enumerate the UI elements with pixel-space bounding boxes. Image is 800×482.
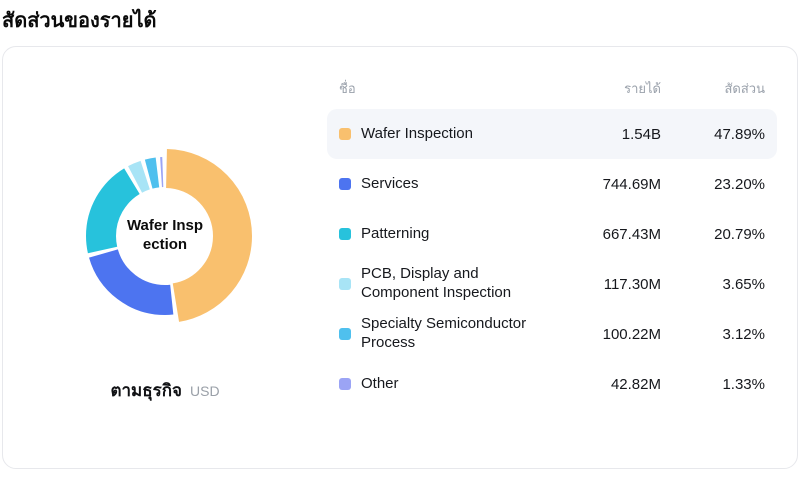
series-revenue: 100.22M [602, 325, 661, 343]
revenue-breakdown-card: Wafer Insp ection ตามธุรกิจ USD ชื่อ รายไ… [2, 46, 798, 469]
table-row[interactable]: Wafer Inspection 1.54B 47.89% [327, 109, 777, 159]
table-row[interactable]: Patterning 667.43M 20.79% [327, 209, 777, 259]
series-revenue: 42.82M [610, 375, 661, 393]
table-row[interactable]: Services 744.69M 23.20% [327, 159, 777, 209]
series-share: 3.65% [722, 275, 765, 293]
table-header-share: สัดส่วน [724, 80, 766, 96]
series-name: Wafer Inspection [361, 124, 473, 142]
series-share: 1.33% [722, 375, 765, 393]
table-row[interactable]: PCB, Display and Component Inspection 11… [327, 259, 777, 309]
series-color-swatch [339, 378, 351, 390]
table-row[interactable]: Specialty Semiconductor Process 100.22M … [327, 309, 777, 359]
series-color-swatch [339, 178, 351, 190]
series-revenue: 667.43M [602, 225, 661, 243]
page-title: สัดส่วนของรายได้ [2, 10, 157, 32]
series-name: Specialty Semiconductor Process [361, 315, 527, 351]
series-name: Services [361, 174, 419, 192]
donut-chart-column: Wafer Insp ection ตามธุรกิจ USD [3, 47, 327, 468]
table-header-name: ชื่อ [339, 80, 356, 96]
series-color-swatch [339, 278, 351, 290]
series-name: Patterning [361, 224, 430, 242]
table-row[interactable]: Other 42.82M 1.33% [327, 359, 777, 409]
series-revenue: 117.30M [603, 275, 661, 293]
series-color-swatch [339, 328, 351, 340]
chart-caption-unit: USD [190, 383, 220, 399]
donut-svg[interactable] [70, 141, 260, 331]
donut-segment-1[interactable] [86, 157, 244, 315]
series-revenue: 744.69M [602, 175, 661, 193]
series-share: 3.12% [722, 325, 765, 343]
series-name: Other [361, 374, 399, 392]
chart-caption-text: ตามธุรกิจ [110, 381, 182, 400]
series-share: 47.89% [714, 125, 765, 143]
chart-caption: ตามธุรกิจ USD [110, 377, 219, 404]
series-name: PCB, Display and Component Inspection [361, 265, 512, 301]
series-color-swatch [339, 228, 351, 240]
donut-segment-2[interactable] [86, 157, 244, 315]
donut-chart[interactable]: Wafer Insp ection [70, 141, 260, 331]
series-revenue: 1.54B [621, 125, 661, 143]
series-table: ชื่อ รายได้ สัดส่วน Wafer Inspection 1.5… [327, 47, 797, 468]
table-header-revenue: รายได้ [624, 80, 661, 96]
donut-segment-0[interactable] [78, 149, 252, 323]
series-color-swatch [339, 128, 351, 140]
series-share: 23.20% [714, 175, 765, 193]
series-share: 20.79% [714, 225, 765, 243]
table-header-row: ชื่อ รายได้ สัดส่วน [327, 73, 777, 109]
